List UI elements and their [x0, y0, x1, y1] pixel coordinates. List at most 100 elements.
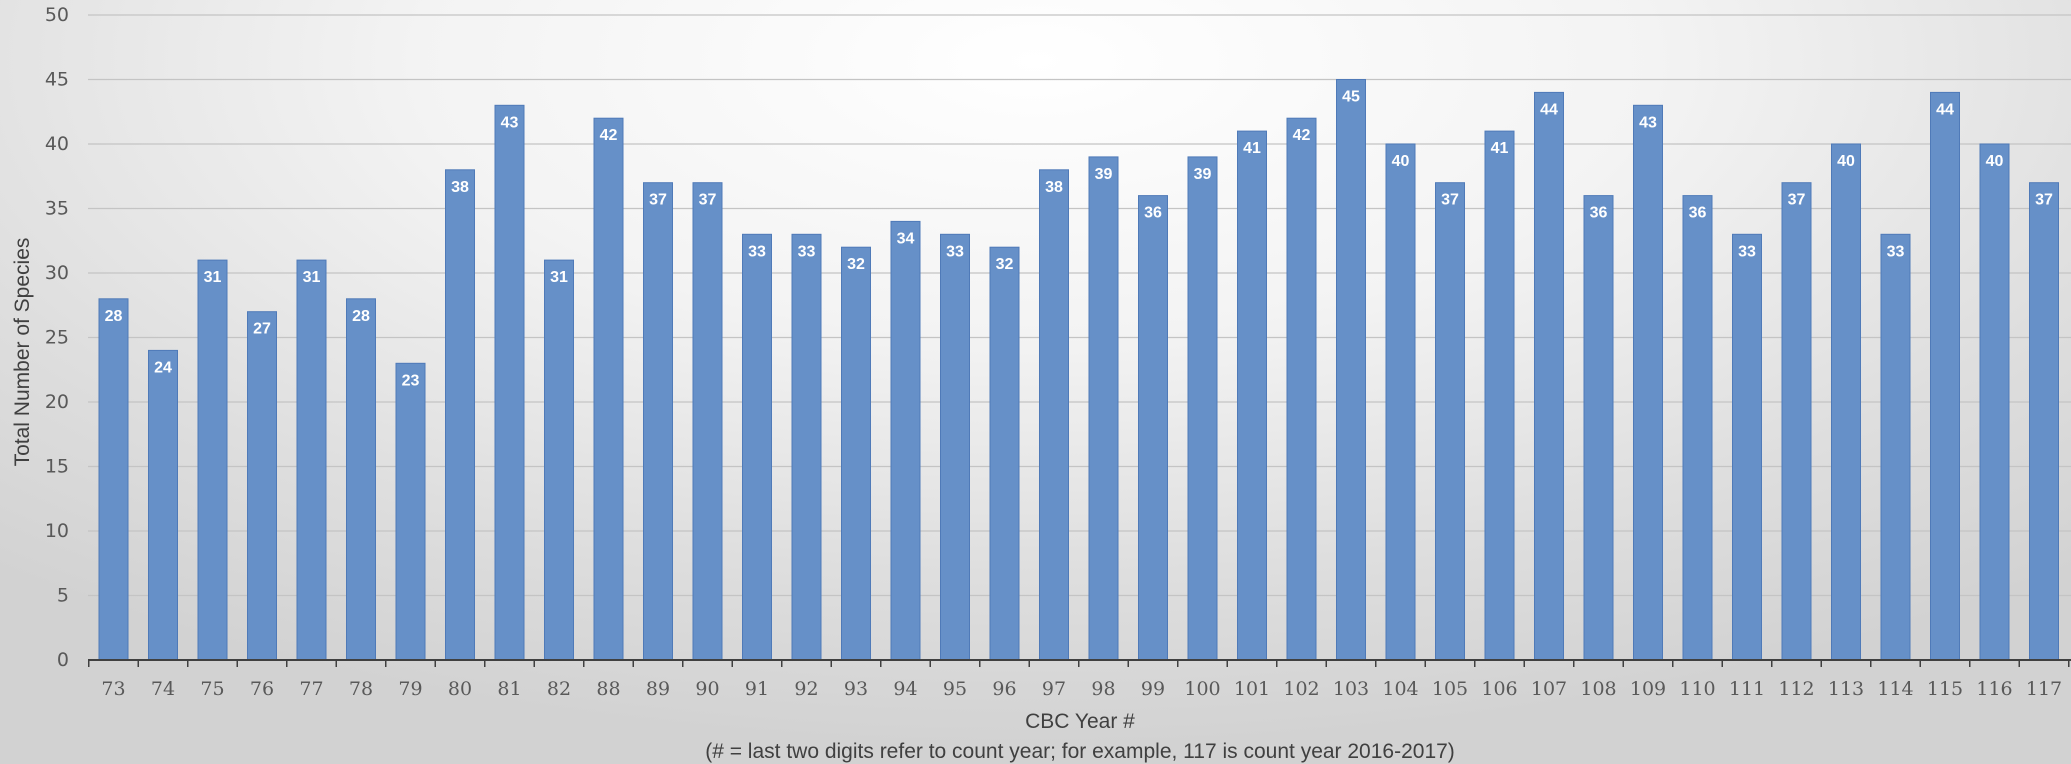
bar	[643, 182, 673, 661]
x-tick-label: 80	[448, 678, 472, 700]
x-tick-label: 109	[1630, 678, 1666, 700]
bar	[1484, 130, 1515, 661]
x-tick-label: 91	[745, 678, 769, 700]
data-label: 31	[550, 269, 568, 286]
x-tick-label: 94	[893, 678, 917, 700]
y-tick-label: 35	[45, 198, 69, 220]
bar	[940, 233, 970, 661]
data-label: 37	[649, 192, 667, 209]
y-tick-label: 25	[45, 327, 69, 349]
x-tick-label: 104	[1382, 678, 1418, 700]
data-label: 32	[996, 256, 1014, 273]
data-label: 28	[105, 308, 123, 325]
bar	[1732, 233, 1762, 661]
bar	[989, 246, 1020, 661]
y-tick-label: 10	[45, 520, 69, 542]
x-tick-label: 99	[1141, 678, 1165, 700]
data-label: 33	[748, 243, 766, 260]
data-label: 37	[699, 192, 717, 209]
bar	[1979, 143, 2010, 661]
x-tick-label: 113	[1828, 678, 1864, 700]
x-tick-label: 117	[2026, 678, 2062, 700]
x-tick-label: 107	[1531, 678, 1567, 700]
bar	[1039, 169, 1069, 661]
data-label: 36	[1590, 205, 1608, 222]
y-tick-label: 50	[45, 4, 69, 26]
bar	[1880, 233, 1911, 661]
x-tick-label: 98	[1091, 678, 1115, 700]
data-label: 37	[1788, 192, 1806, 209]
bar	[1831, 143, 1861, 661]
x-tick-label: 101	[1234, 678, 1270, 700]
data-label: 33	[1738, 243, 1756, 260]
x-tick-label: 93	[844, 678, 868, 700]
x-tick-label: 111	[1729, 678, 1765, 700]
y-axis-title: Total Number of Species	[11, 238, 34, 467]
x-tick-label: 82	[547, 678, 571, 700]
x-tick-label: 76	[250, 678, 274, 700]
bar	[247, 311, 277, 661]
bar	[1583, 195, 1614, 661]
data-label: 32	[847, 256, 865, 273]
y-tick-label: 20	[45, 391, 69, 413]
bar	[593, 117, 624, 661]
x-axis-note: (# = last two digits refer to count year…	[705, 740, 1455, 763]
bar	[1435, 182, 1465, 661]
bars	[98, 79, 2059, 661]
x-tick-label: 108	[1580, 678, 1616, 700]
data-label: 41	[1491, 140, 1509, 157]
bar	[742, 233, 772, 661]
data-labels: 28 24 31 27 31 28 23 38 43 31 42 37 37 33 33 32 34 33 32 38…	[105, 89, 2053, 390]
x-tick-label: 73	[101, 678, 125, 700]
x-tick-label: 75	[200, 678, 224, 700]
x-tick-label: 106	[1481, 678, 1517, 700]
x-tick-label: 96	[992, 678, 1016, 700]
bar	[296, 259, 327, 661]
bar	[692, 182, 723, 661]
data-label: 34	[897, 230, 915, 247]
bar	[445, 169, 475, 661]
bar	[791, 233, 822, 661]
x-tick-label: 77	[299, 678, 323, 700]
bar	[148, 349, 178, 661]
data-label: 42	[600, 127, 618, 144]
bar	[197, 259, 228, 661]
x-tick-label: 97	[1042, 678, 1066, 700]
x-tick-label: 88	[596, 678, 620, 700]
data-label: 38	[451, 179, 469, 196]
data-label: 44	[1936, 101, 1954, 118]
data-label: 39	[1194, 166, 1212, 183]
data-label: 37	[1441, 192, 1459, 209]
data-label: 23	[402, 372, 420, 389]
bar	[1336, 79, 1366, 661]
data-label: 31	[204, 269, 222, 286]
y-tick-label: 40	[45, 133, 69, 155]
bar	[98, 298, 129, 661]
data-label: 38	[1045, 179, 1063, 196]
bar	[1385, 143, 1416, 661]
bar	[1286, 117, 1317, 661]
x-axis-title: CBC Year #	[1025, 710, 1135, 733]
data-label: 33	[946, 243, 964, 260]
bar	[890, 220, 921, 661]
x-tick-label: 114	[1877, 678, 1913, 700]
gridlines	[88, 14, 2071, 597]
bar	[494, 104, 525, 661]
axes: 0 5 10 15 20 25 30 35 40 45 50 73 74 75 76 77 78 79 80 81 82…	[45, 4, 2071, 700]
x-tick-label: 100	[1184, 678, 1220, 700]
y-tick-label: 30	[45, 262, 69, 284]
x-tick-label: 103	[1333, 678, 1369, 700]
x-tick-label: 74	[151, 678, 175, 700]
data-label: 44	[1540, 101, 1558, 118]
data-label: 42	[1293, 127, 1311, 144]
data-label: 43	[1639, 114, 1657, 131]
x-tick-label: 110	[1679, 678, 1715, 700]
data-label: 37	[2035, 192, 2053, 209]
x-tick-label: 78	[349, 678, 373, 700]
bar	[1633, 104, 1663, 661]
y-tick-label: 0	[57, 649, 69, 671]
y-tick-label: 15	[45, 456, 69, 478]
data-label: 41	[1243, 140, 1261, 157]
data-label: 33	[1887, 243, 1905, 260]
data-label: 33	[798, 243, 816, 260]
